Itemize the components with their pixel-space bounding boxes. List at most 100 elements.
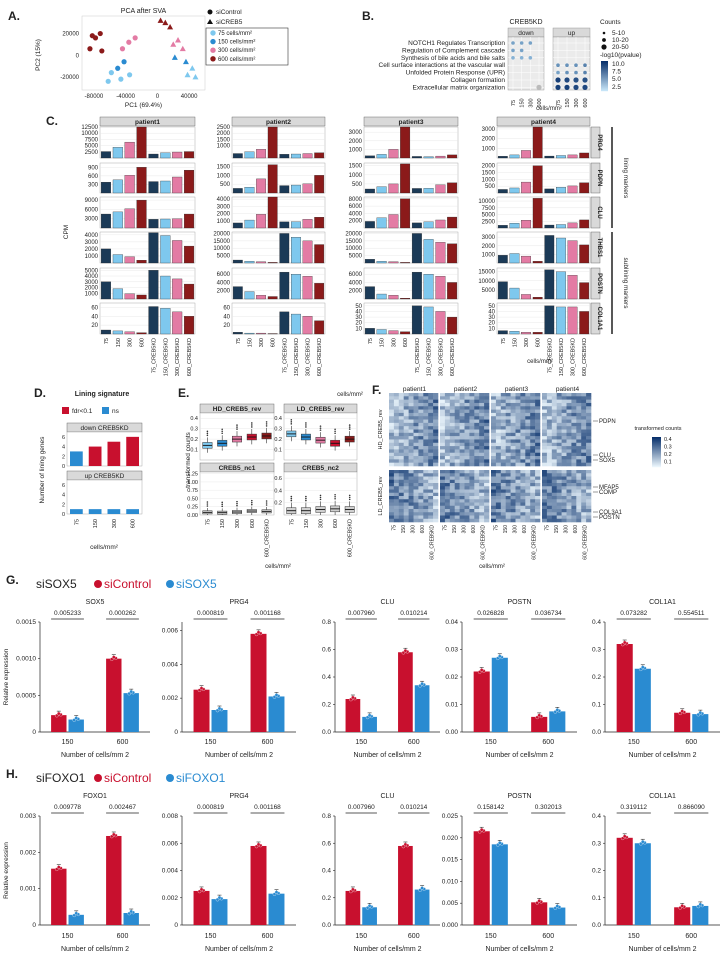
y-tick: 0.3	[190, 427, 198, 433]
heatmap-cell	[546, 439, 553, 444]
y-tick: 0	[32, 729, 36, 736]
dotplot-x-label: cells/mm²	[536, 106, 562, 112]
box-outlier	[319, 427, 322, 429]
heatmap-cell	[525, 470, 531, 474]
x-tick: 600	[140, 338, 146, 347]
heatmap-cell	[428, 518, 434, 523]
heatmap-cell	[454, 393, 460, 397]
heatmap-cell	[459, 452, 465, 457]
y-tick: 1500	[217, 165, 231, 171]
cpm-bar	[314, 175, 325, 194]
heatmap-cell	[551, 396, 557, 400]
heatmap-cell	[505, 515, 511, 520]
y-tick: 40	[223, 314, 230, 320]
heatmap-cell	[449, 449, 455, 454]
heatmap-cell	[393, 470, 400, 474]
heatmap-cell	[556, 449, 562, 454]
heatmap-cell	[459, 446, 465, 450]
heatmap-cell	[464, 486, 470, 490]
heatmap-cell	[423, 456, 429, 460]
heatmap-cell	[546, 496, 553, 500]
heatmap-cell	[551, 429, 557, 434]
heatmap-cell	[479, 479, 485, 484]
y-tick: 4000	[85, 233, 99, 239]
heatmap-cell	[525, 489, 531, 494]
heatmap-cell	[535, 489, 541, 494]
heatmap-cell	[474, 512, 480, 516]
heatmap-cell	[469, 489, 475, 494]
heatmap-cell	[440, 496, 446, 500]
heatmap-cell	[535, 422, 541, 427]
pca-point-sicontrol	[97, 30, 103, 37]
heatmap-cell	[469, 412, 475, 417]
heatmap-cell	[561, 402, 567, 407]
heatmap-cell	[520, 496, 526, 500]
x-tick: 150	[62, 933, 74, 940]
heatmap-cell	[479, 486, 485, 490]
heatmap-cell	[551, 406, 557, 410]
heatmap-cell	[571, 505, 577, 510]
heatmap-cell	[408, 416, 414, 420]
heatmap-cell	[433, 512, 439, 516]
heatmap-cell	[418, 452, 424, 457]
heatmap-cell	[398, 515, 404, 520]
heatmap-cell	[479, 470, 485, 474]
heatmap-cell	[586, 442, 592, 447]
replicate-point	[680, 904, 684, 908]
heatmap-cell	[440, 462, 446, 467]
heatmap-cell	[484, 439, 490, 444]
heatmap-cell	[428, 429, 434, 434]
heatmap-cell	[433, 446, 439, 450]
heatmap-cell	[484, 429, 490, 434]
heatmap-cell	[454, 502, 460, 507]
cpm-bar	[400, 262, 411, 264]
cpm-bar	[172, 176, 183, 194]
replicate-point	[622, 640, 627, 645]
heatmap-cell	[576, 452, 582, 457]
heatmap-cell	[525, 486, 531, 490]
heatmap-cell	[576, 419, 582, 424]
dotplot-dot	[556, 63, 560, 67]
replicate-point	[555, 708, 560, 712]
heatmap-cell	[389, 509, 395, 513]
heatmap-cell	[403, 393, 409, 397]
box-outlier	[251, 424, 253, 426]
x-tick: 150	[93, 519, 99, 528]
heatmap-cell	[469, 409, 475, 414]
heatmap-cell	[413, 476, 419, 481]
heatmap-cell	[535, 492, 541, 497]
heatmap-cell	[510, 499, 516, 503]
cpm-bar	[256, 295, 266, 300]
heatmap-cell	[423, 396, 429, 400]
heatmap-cell	[542, 429, 548, 434]
heatmap-cell	[459, 499, 465, 503]
heatmap-cell	[500, 502, 506, 507]
heatmap-cell	[440, 518, 446, 523]
heatmap-colorbar-segment	[652, 445, 661, 447]
heatmap-cell	[530, 426, 536, 430]
heatmap-cell	[571, 442, 577, 447]
heatmap-cell	[546, 402, 553, 407]
heatmap-cell	[433, 505, 439, 510]
heatmap-cell	[551, 419, 557, 424]
heatmap-cell	[423, 436, 429, 440]
box-outlier	[265, 423, 268, 425]
heatmap-cell	[393, 489, 400, 494]
cpm-bar	[244, 261, 255, 264]
heatmap-cell	[535, 436, 541, 440]
heatmap-cell	[581, 505, 587, 510]
heatmap-cell	[535, 406, 541, 410]
heatmap-cell	[474, 483, 480, 487]
dotplot-x-tick: 600	[583, 98, 589, 107]
heatmap-cell	[408, 505, 414, 510]
colorbar-segment	[601, 69, 608, 71]
heatmap-cell	[444, 459, 451, 463]
cpm-bar	[244, 332, 255, 335]
heatmap-cell	[535, 429, 541, 434]
cpm-bar	[388, 214, 399, 229]
heatmap-cell	[571, 515, 577, 520]
heatmap-cell	[408, 476, 414, 481]
dotplot-dot	[574, 70, 578, 75]
d-title: Lining signature	[75, 391, 130, 398]
heatmap-cell	[576, 470, 582, 474]
